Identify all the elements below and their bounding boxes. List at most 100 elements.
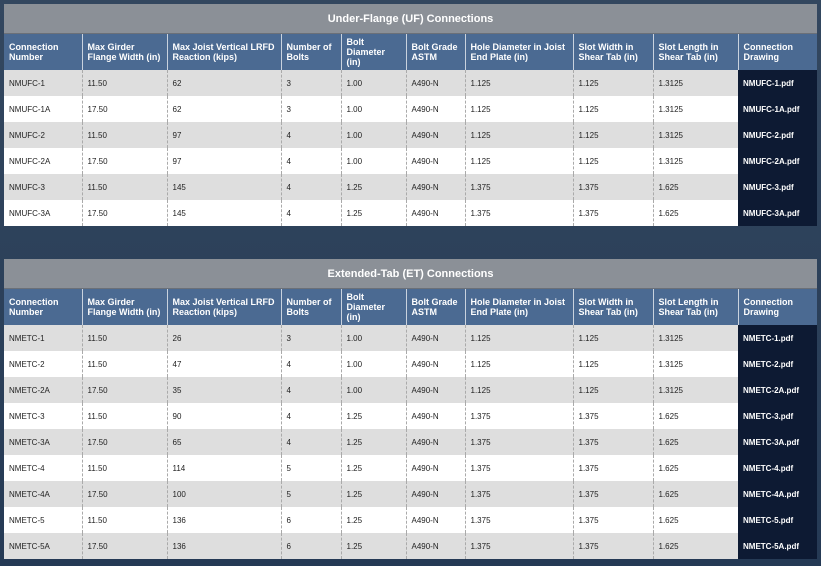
header-cell: Connection Number [4, 34, 82, 70]
cell: NMETC-1 [4, 325, 82, 351]
cell: 1.375 [464, 507, 573, 533]
cell: 1.125 [464, 148, 573, 174]
cell: 1.125 [464, 122, 573, 148]
cell: 4 [280, 429, 341, 455]
cell: 26 [166, 325, 281, 351]
cell: 1.25 [340, 533, 406, 559]
cell: 65 [166, 429, 281, 455]
cell: NMUFC-2A [4, 148, 82, 174]
pdf-link[interactable]: NMUFC-3A.pdf [738, 200, 817, 226]
table-block: Under-Flange (UF) Connections Connection … [4, 4, 817, 226]
data-row: NMUFC-2A 17.50 97 4 1.00 A490-N 1.125 1.125 1.31… [4, 148, 817, 174]
cell: 1.25 [340, 507, 406, 533]
cell: 1.625 [652, 200, 738, 226]
cell: 1.00 [340, 377, 406, 403]
cell: 1.3125 [652, 96, 738, 122]
cell: 62 [166, 96, 281, 122]
cell: 17.50 [81, 96, 167, 122]
cell: 4 [280, 351, 341, 377]
cell: 1.00 [340, 122, 406, 148]
pdf-link[interactable]: NMETC-5A.pdf [738, 533, 817, 559]
data-table: Connection Number Max Girder Flange Width… [4, 289, 817, 559]
pdf-link[interactable]: NMUFC-1.pdf [738, 70, 817, 96]
cell: 4 [280, 174, 341, 200]
cell: A490-N [405, 533, 465, 559]
table-block: Extended-Tab (ET) Connections Connection … [4, 259, 817, 559]
cell: 1.375 [464, 403, 573, 429]
cell: 1.3125 [652, 148, 738, 174]
cell: 1.125 [464, 377, 573, 403]
cell: 1.375 [572, 455, 653, 481]
cell: 1.375 [464, 533, 573, 559]
cell: 5 [280, 455, 341, 481]
header-row: Connection Number Max Girder Flange Width… [4, 34, 817, 70]
cell: 1.25 [340, 174, 406, 200]
pdf-link[interactable]: NMUFC-1A.pdf [738, 96, 817, 122]
pdf-link[interactable]: NMETC-4A.pdf [738, 481, 817, 507]
cell: NMETC-2A [4, 377, 82, 403]
cell: 17.50 [81, 148, 167, 174]
header-cell: Max Girder Flange Width (in) [81, 34, 167, 70]
cell: NMETC-2 [4, 351, 82, 377]
pdf-link[interactable]: NMETC-1.pdf [738, 325, 817, 351]
data-row: NMETC-4A 17.50 100 5 1.25 A490-N 1.375 1.375 1.6… [4, 481, 817, 507]
data-row: NMETC-1 11.50 26 3 1.00 A490-N 1.125 1.125 1.312… [4, 325, 817, 351]
cell: 1.3125 [652, 325, 738, 351]
cell: 4 [280, 200, 341, 226]
pdf-link[interactable]: NMUFC-3.pdf [738, 174, 817, 200]
cell: 3 [280, 96, 341, 122]
pdf-link[interactable]: NMUFC-2A.pdf [738, 148, 817, 174]
cell: 1.125 [464, 70, 573, 96]
cell: A490-N [405, 200, 465, 226]
cell: A490-N [405, 403, 465, 429]
cell: 1.00 [340, 351, 406, 377]
header-cell: Max Joist Vertical LRFD Reaction (kips) [166, 289, 281, 325]
header-cell: Slot Length in Shear Tab (in) [652, 34, 738, 70]
data-row: NMUFC-2 11.50 97 4 1.00 A490-N 1.125 1.125 1.312… [4, 122, 817, 148]
cell: 62 [166, 70, 281, 96]
cell: 1.375 [572, 403, 653, 429]
data-row: NMETC-2A 17.50 35 4 1.00 A490-N 1.125 1.125 1.31… [4, 377, 817, 403]
header-cell: Hole Diameter in Joist End Plate (in) [464, 34, 573, 70]
cell: 114 [166, 455, 281, 481]
pdf-link[interactable]: NMETC-2A.pdf [738, 377, 817, 403]
cell: 1.375 [572, 533, 653, 559]
header-cell: Max Girder Flange Width (in) [81, 289, 167, 325]
pdf-link[interactable]: NMETC-4.pdf [738, 455, 817, 481]
cell: NMUFC-3 [4, 174, 82, 200]
cell: 4 [280, 403, 341, 429]
cell: 1.125 [464, 325, 573, 351]
cell: A490-N [405, 481, 465, 507]
cell: 17.50 [81, 429, 167, 455]
pdf-link[interactable]: NMUFC-2.pdf [738, 122, 817, 148]
pdf-link[interactable]: NMETC-3.pdf [738, 403, 817, 429]
cell: 1.125 [572, 70, 653, 96]
cell: 97 [166, 148, 281, 174]
cell: 11.50 [81, 455, 167, 481]
data-table: Connection Number Max Girder Flange Width… [4, 34, 817, 226]
cell: 35 [166, 377, 281, 403]
data-row: NMETC-3 11.50 90 4 1.25 A490-N 1.375 1.375 1.625… [4, 403, 817, 429]
cell: 1.625 [652, 174, 738, 200]
cell: 1.375 [572, 429, 653, 455]
cell: 1.125 [572, 96, 653, 122]
pdf-link[interactable]: NMETC-3A.pdf [738, 429, 817, 455]
cell: 1.25 [340, 200, 406, 226]
table-title: Under-Flange (UF) Connections [4, 4, 817, 34]
cell: 47 [166, 351, 281, 377]
header-cell: Bolt Diameter (in) [340, 34, 406, 70]
cell: 1.00 [340, 96, 406, 122]
cell: 1.125 [572, 148, 653, 174]
header-cell: Max Joist Vertical LRFD Reaction (kips) [166, 34, 281, 70]
cell: 1.25 [340, 481, 406, 507]
data-row: NMETC-3A 17.50 65 4 1.25 A490-N 1.375 1.375 1.62… [4, 429, 817, 455]
cell: 1.625 [652, 455, 738, 481]
cell: 17.50 [81, 200, 167, 226]
pdf-link[interactable]: NMETC-5.pdf [738, 507, 817, 533]
cell: 11.50 [81, 174, 167, 200]
cell: 3 [280, 325, 341, 351]
cell: 90 [166, 403, 281, 429]
cell: NMUFC-1 [4, 70, 82, 96]
pdf-link[interactable]: NMETC-2.pdf [738, 351, 817, 377]
